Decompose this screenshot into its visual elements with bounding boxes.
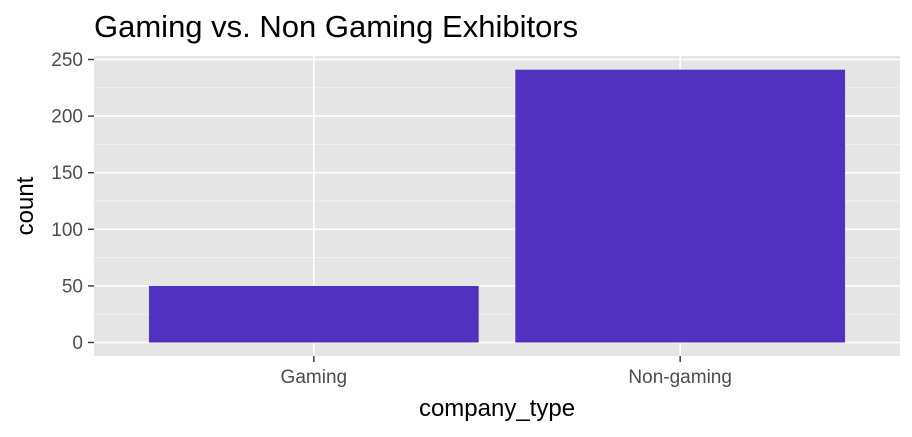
- x-tick-label: Gaming: [281, 367, 348, 388]
- y-tick-label: 0: [72, 333, 83, 354]
- x-tick-label: Non-gaming: [628, 367, 732, 388]
- chart-title: Gaming vs. Non Gaming Exhibitors: [94, 9, 578, 44]
- x-axis: Gaming Non-gaming: [281, 356, 732, 388]
- y-tick-label: 200: [51, 107, 83, 128]
- y-tick-label: 50: [62, 276, 83, 297]
- y-axis-title: count: [12, 176, 39, 235]
- x-axis-title: company_type: [419, 395, 575, 422]
- y-tick-label: 100: [51, 220, 83, 241]
- bar-non-gaming: [515, 69, 846, 343]
- bars: [148, 69, 846, 343]
- y-tick-label: 150: [51, 163, 83, 184]
- y-axis: 0 50 100 150 200 250: [51, 50, 94, 354]
- bar-gaming: [148, 285, 479, 343]
- y-tick-label: 250: [51, 50, 83, 71]
